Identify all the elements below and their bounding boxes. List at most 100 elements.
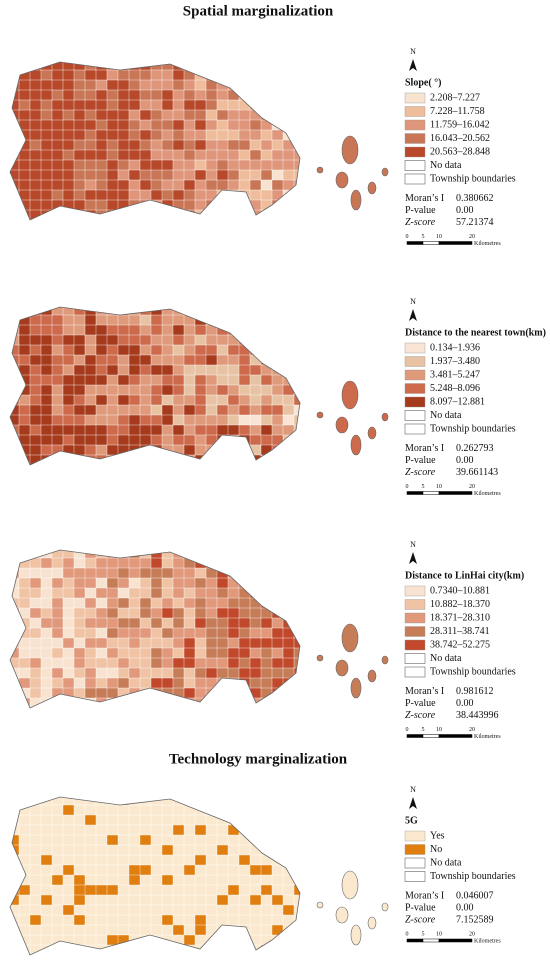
township	[271, 687, 284, 699]
township	[73, 404, 86, 416]
township	[282, 607, 295, 619]
township	[106, 844, 119, 856]
north-label: N	[410, 297, 416, 306]
township	[271, 934, 284, 946]
township	[205, 697, 218, 708]
township	[106, 414, 119, 426]
township	[150, 209, 163, 220]
township	[183, 414, 196, 426]
township	[128, 637, 141, 649]
township	[128, 677, 141, 689]
township	[194, 587, 207, 599]
township	[249, 109, 262, 121]
township	[150, 129, 163, 141]
township	[150, 924, 163, 936]
legend-label: 2.208–7.227	[430, 92, 480, 103]
township	[194, 577, 207, 589]
township	[282, 854, 295, 866]
township	[10, 219, 20, 220]
township	[128, 924, 141, 936]
township	[40, 577, 53, 589]
township	[172, 179, 185, 191]
township	[183, 550, 196, 559]
township	[205, 647, 218, 659]
island	[341, 623, 359, 653]
township	[95, 797, 108, 806]
township	[227, 894, 240, 906]
township	[95, 149, 108, 161]
township	[29, 934, 42, 946]
township	[117, 707, 130, 708]
township	[194, 404, 207, 416]
township	[271, 424, 284, 436]
township	[216, 334, 229, 346]
township	[128, 834, 141, 846]
scale-tick: 20	[469, 484, 475, 490]
township	[18, 637, 31, 649]
stat-value: 7.152589	[456, 914, 494, 925]
township	[128, 587, 141, 599]
township	[18, 79, 31, 91]
township	[117, 314, 130, 326]
stat-value: 38.443996	[456, 710, 499, 721]
township	[260, 324, 273, 336]
township	[62, 69, 75, 81]
township	[40, 884, 53, 896]
township	[216, 209, 229, 220]
township	[161, 824, 174, 836]
township	[216, 824, 229, 836]
township	[260, 159, 273, 171]
township	[51, 169, 64, 181]
township	[139, 894, 152, 906]
township	[161, 334, 174, 346]
north-label: N	[410, 47, 416, 56]
township	[51, 617, 64, 629]
township	[282, 797, 295, 806]
township	[51, 139, 64, 151]
township	[62, 677, 75, 689]
township	[29, 159, 42, 171]
township	[293, 374, 300, 386]
township	[29, 844, 42, 856]
township	[29, 199, 42, 211]
township	[227, 209, 240, 220]
township	[161, 677, 174, 689]
township	[282, 707, 295, 708]
township	[95, 119, 108, 131]
township	[29, 687, 42, 699]
township	[51, 627, 64, 639]
township	[62, 904, 75, 916]
township	[29, 914, 42, 926]
township	[84, 884, 97, 896]
township	[172, 617, 185, 629]
township	[139, 657, 152, 669]
township	[51, 374, 64, 386]
township	[194, 354, 207, 366]
township	[18, 424, 31, 436]
township	[117, 334, 130, 346]
township	[216, 657, 229, 669]
township	[95, 454, 108, 465]
township	[51, 62, 64, 71]
township	[205, 944, 218, 955]
scale-tick: 5	[422, 234, 425, 240]
township	[161, 219, 174, 220]
township	[128, 424, 141, 436]
township	[84, 844, 97, 856]
township	[10, 89, 20, 101]
township	[117, 394, 130, 406]
island	[381, 167, 389, 177]
township	[271, 179, 284, 191]
township	[172, 804, 185, 816]
township	[238, 607, 251, 619]
township	[194, 814, 207, 826]
township	[183, 934, 196, 946]
township	[216, 854, 229, 866]
township	[260, 89, 273, 101]
legend-label: 7.228–11.758	[430, 106, 485, 117]
township	[172, 149, 185, 161]
township	[84, 79, 97, 91]
township	[260, 139, 273, 151]
township	[128, 607, 141, 619]
township	[84, 139, 97, 151]
